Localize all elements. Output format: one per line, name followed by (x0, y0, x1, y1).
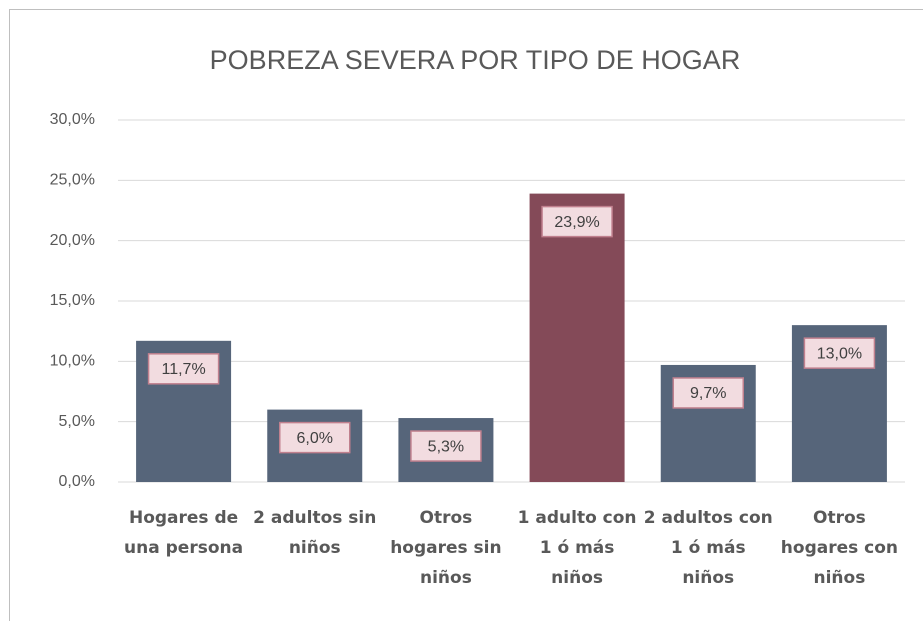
y-tick-label: 0,0% (59, 473, 95, 490)
chart-border (9, 9, 923, 621)
value-label-box (672, 377, 744, 409)
y-tick-label: 15,0% (50, 292, 95, 309)
value-label-box (410, 430, 482, 462)
y-tick-label: 25,0% (50, 172, 95, 189)
y-tick-label: 20,0% (50, 232, 95, 249)
x-tick-label: Hogares de una persona (124, 508, 244, 558)
value-label: 6,0% (297, 430, 333, 447)
x-tick-label-box: 1 adulto con 1 ó más niños (517, 508, 637, 588)
x-tick-label-box: Hogares de una persona (124, 508, 244, 558)
value-label: 5,3% (428, 438, 464, 455)
x-tick-label: Otros hogares sin niños (390, 508, 502, 588)
x-tick-label: 1 adulto con 1 ó más niños (517, 508, 637, 588)
value-label-box (803, 337, 876, 369)
value-label-box (147, 353, 220, 385)
x-tick-label-box: Otros hogares sin niños (390, 508, 502, 588)
value-label: 11,7% (161, 361, 205, 378)
y-tick-label: 10,0% (50, 353, 95, 370)
x-tick-label: 2 adultos con 1 ó más niños (643, 508, 773, 588)
value-label: 9,7% (690, 385, 726, 402)
x-tick-label-box: 2 adultos sin niños (253, 508, 377, 558)
chart-title: POBREZA SEVERA POR TIPO DE HOGAR (210, 45, 741, 75)
y-tick-label: 5,0% (59, 413, 95, 430)
value-label: 23,9% (554, 214, 599, 231)
x-tick-label: Otros hogares con niños (780, 508, 899, 588)
value-label: 13,0% (817, 345, 862, 362)
value-label-box (541, 205, 613, 238)
y-tick-label: 30,0% (50, 111, 95, 128)
x-tick-label-box: Otros hogares con niños (780, 508, 899, 588)
x-tick-label-box: 2 adultos con 1 ó más niños (643, 508, 773, 588)
bar (529, 193, 625, 482)
value-label-box (279, 421, 351, 454)
x-tick-label: 2 adultos sin niños (253, 508, 377, 558)
